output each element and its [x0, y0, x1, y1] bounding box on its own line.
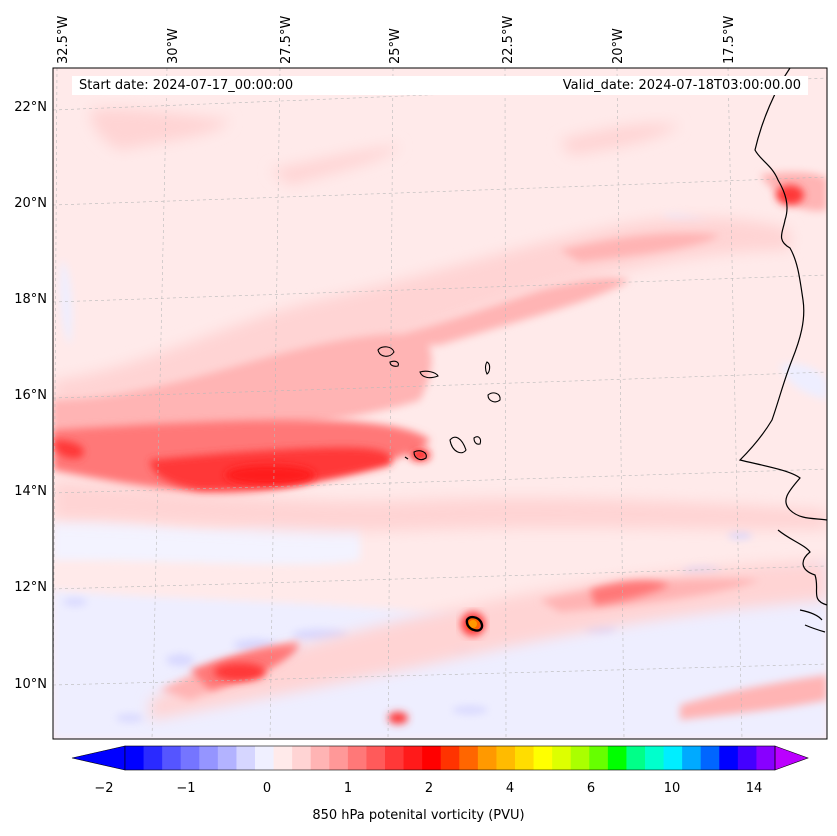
colorbar-bin	[310, 746, 330, 770]
gridlines	[53, 68, 827, 739]
colorbar-bin	[292, 746, 312, 770]
lon-label: 20°W	[611, 28, 626, 64]
colorbar-tick: 4	[506, 781, 514, 796]
start-date-label: Start date: 2024-07-17_00:00:00	[79, 78, 294, 93]
colorbar-bin	[700, 746, 720, 770]
lat-label: 10°N	[14, 677, 47, 692]
lat-label: 16°N	[14, 388, 47, 403]
colorbar-bin	[125, 746, 145, 770]
lat-labels: 22°N 20°N 18°N 16°N 14°N 12°N 10°N	[14, 100, 47, 692]
colorbar-label: 850 hPa potenital vorticity (PVU)	[312, 808, 525, 823]
colorbar-bin	[440, 746, 460, 770]
colorbar-bin	[329, 746, 349, 770]
colorbar-under-arrow	[71, 745, 126, 771]
colorbar-bin	[515, 746, 535, 770]
colorbar-bin	[589, 746, 609, 770]
colorbar-tick: 10	[664, 781, 681, 796]
colorbar-bin	[273, 746, 293, 770]
colorbar-over-arrow	[774, 745, 809, 771]
colorbar-bin	[663, 746, 683, 770]
colorbar	[71, 745, 809, 771]
lon-label: 25°W	[388, 28, 403, 64]
colorbar-tick: 2	[425, 781, 433, 796]
colorbar-outline	[124, 745, 776, 771]
colorbar-bin	[570, 746, 590, 770]
colorbar-bin	[162, 746, 182, 770]
colorbar-bin	[719, 746, 739, 770]
colorbar-tick: 14	[746, 781, 763, 796]
colorbar-bin	[143, 746, 163, 770]
colorbar-bin	[737, 746, 757, 770]
colorbar-bin	[682, 746, 702, 770]
colorbar-bin	[236, 746, 256, 770]
lat-label: 18°N	[14, 292, 47, 307]
lon-label: 30°W	[166, 28, 181, 64]
colorbar-bin	[403, 746, 423, 770]
colorbar-tick: 1	[344, 781, 352, 796]
colorbar-tick: 0	[263, 781, 271, 796]
lon-label: 27.5°W	[279, 16, 294, 64]
colorbar-bin	[199, 746, 219, 770]
colorbar-bin	[626, 746, 646, 770]
colorbar-tick: 6	[587, 781, 595, 796]
colorbar-bin	[385, 746, 405, 770]
lon-labels: 32.5°W 30°W 27.5°W 25°W 22.5°W 20°W 17.5…	[56, 16, 737, 64]
lat-label: 20°N	[14, 196, 47, 211]
valid-date-label: Valid_date: 2024-07-18T03:00:00.00	[562, 78, 801, 93]
map-border	[52, 67, 828, 740]
colorbar-tick: −2	[94, 781, 113, 796]
colorbar-ticks: −2 −1 0 1 2 4 6 10 14	[94, 781, 762, 796]
lat-label: 22°N	[14, 100, 47, 115]
colorbar-bin	[607, 746, 627, 770]
coastline	[738, 68, 827, 633]
lat-label: 14°N	[14, 484, 47, 499]
colorbar-bin	[180, 746, 200, 770]
lon-label: 22.5°W	[501, 16, 516, 64]
colorbar-bin	[422, 746, 442, 770]
colorbar-bin	[459, 746, 479, 770]
colorbar-bin	[366, 746, 386, 770]
colorbar-bin	[217, 746, 237, 770]
lon-label: 32.5°W	[56, 16, 71, 64]
colorbar-bin	[756, 746, 776, 770]
colorbar-bin	[477, 746, 497, 770]
colorbar-bin	[552, 746, 572, 770]
colorbar-bin	[496, 746, 516, 770]
islands	[377, 346, 501, 632]
pv-field	[53, 68, 827, 739]
lat-label: 12°N	[14, 580, 47, 595]
colorbar-bin	[645, 746, 665, 770]
date-header: Start date: 2024-07-17_00:00:00 Valid_da…	[72, 76, 808, 95]
lon-label: 17.5°W	[722, 16, 737, 64]
colorbar-bin	[255, 746, 275, 770]
colorbar-tick: −1	[176, 781, 195, 796]
colorbar-bin	[533, 746, 553, 770]
colorbar-bin	[347, 746, 367, 770]
